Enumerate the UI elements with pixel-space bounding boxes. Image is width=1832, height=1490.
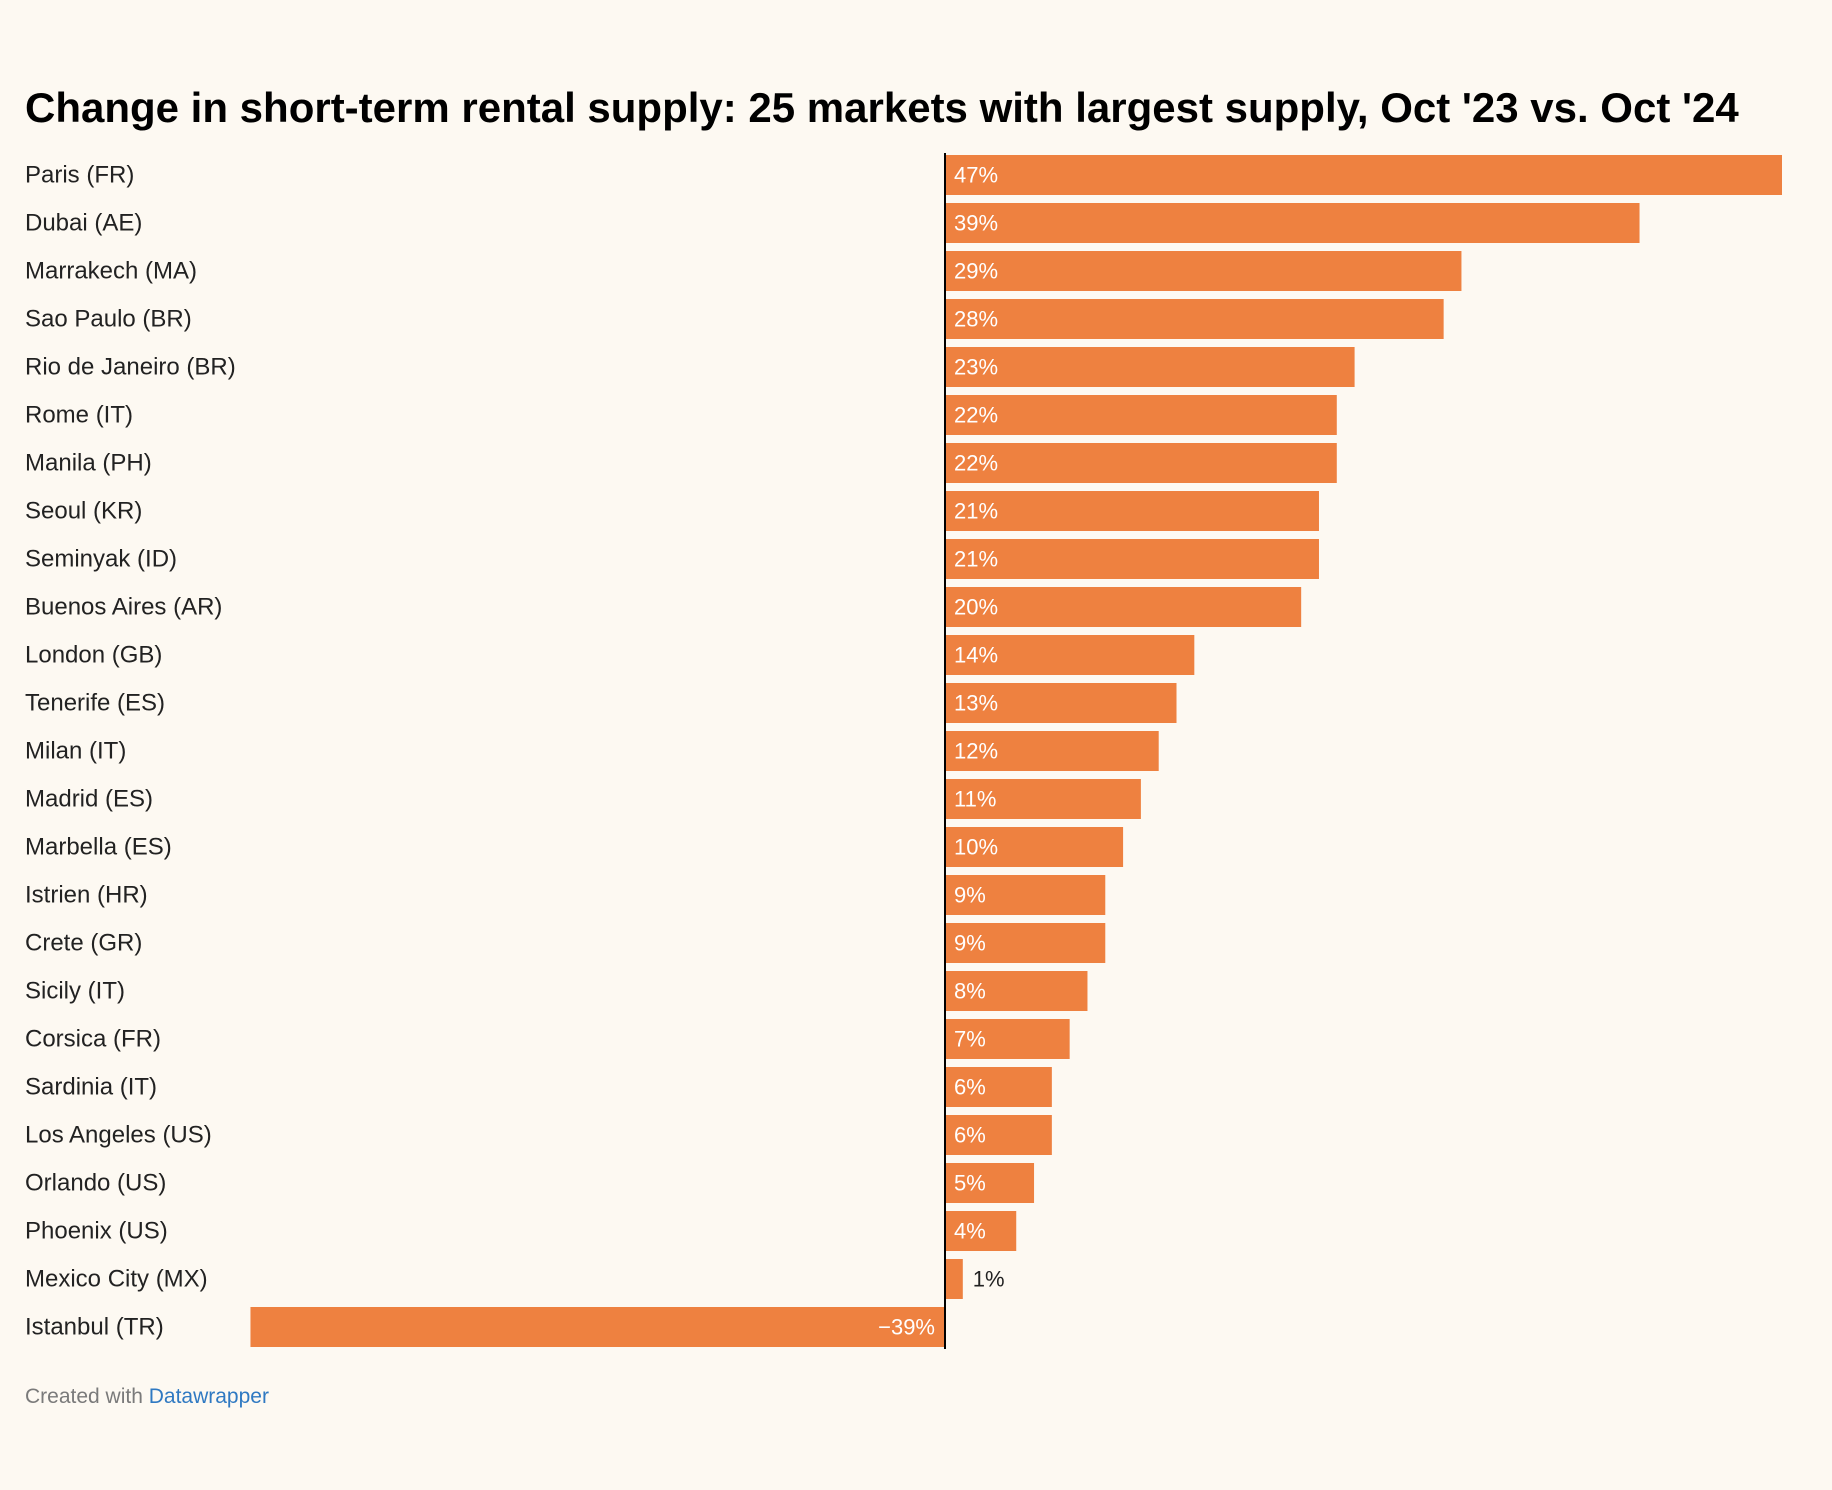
bar-marbella: [945, 827, 1124, 867]
datawrapper-link[interactable]: Datawrapper: [148, 1385, 269, 1408]
category-label-orlando: Orlando (US): [25, 1170, 166, 1197]
value-label-los-angeles: 6%: [954, 1123, 986, 1148]
category-label-buenos-aires: Buenos Aires (AR): [25, 594, 222, 621]
bar-phoenix: [945, 1211, 1017, 1251]
category-label-seminyak: Seminyak (ID): [25, 546, 177, 573]
category-label-milan: Milan (IT): [25, 738, 126, 765]
bar-los-angeles: [945, 1115, 1052, 1155]
bar-milan: [945, 731, 1159, 771]
footer-prefix: Created with: [25, 1385, 149, 1408]
category-label-seoul: Seoul (KR): [25, 498, 142, 525]
bar-london: [945, 635, 1195, 675]
category-label-tenerife: Tenerife (ES): [25, 690, 165, 717]
value-label-mexico-city: 1%: [973, 1267, 1005, 1292]
bar-tenerife: [945, 683, 1177, 723]
value-label-seoul: 21%: [954, 499, 998, 524]
category-label-dubai: Dubai (AE): [25, 210, 142, 237]
value-label-sicily: 8%: [954, 979, 986, 1004]
category-label-mexico-city: Mexico City (MX): [25, 1266, 208, 1293]
value-label-phoenix: 4%: [954, 1219, 986, 1244]
category-label-los-angeles: Los Angeles (US): [25, 1122, 212, 1149]
bar-paris: [945, 155, 1782, 195]
value-label-paris: 47%: [954, 163, 998, 188]
value-label-sao-paulo: 28%: [954, 307, 998, 332]
bar-dubai: [945, 203, 1640, 243]
bar-manila: [945, 443, 1337, 483]
value-label-seminyak: 21%: [954, 547, 998, 572]
bar-sicily: [945, 971, 1088, 1011]
bar-seoul: [945, 491, 1319, 531]
value-label-madrid: 11%: [954, 787, 996, 812]
category-label-istrien: Istrien (HR): [25, 882, 148, 909]
bars-layer: Paris (FR) 47% Dubai (AE) 39% Marrakech (MA)…: [25, 155, 1782, 1347]
value-label-manila: 22%: [954, 451, 998, 476]
value-label-rio-de-janeiro: 23%: [954, 355, 998, 380]
category-label-sao-paulo: Sao Paulo (BR): [25, 306, 192, 333]
bar-mexico-city: [945, 1259, 963, 1299]
bar-rio-de-janeiro: [945, 347, 1355, 387]
category-label-manila: Manila (PH): [25, 450, 152, 477]
bar-sao-paulo: [945, 299, 1444, 339]
category-label-corsica: Corsica (FR): [25, 1026, 161, 1053]
category-label-istanbul: Istanbul (TR): [25, 1314, 164, 1341]
bar-madrid: [945, 779, 1141, 819]
category-label-sicily: Sicily (IT): [25, 978, 125, 1005]
category-label-crete: Crete (GR): [25, 930, 142, 957]
bar-marrakech: [945, 251, 1462, 291]
value-label-istanbul: −39%: [878, 1315, 935, 1340]
category-label-madrid: Madrid (ES): [25, 786, 153, 813]
category-label-london: London (GB): [25, 642, 162, 669]
value-label-marrakech: 29%: [954, 259, 998, 284]
bar-rome: [945, 395, 1337, 435]
value-label-istrien: 9%: [954, 883, 986, 908]
value-label-tenerife: 13%: [954, 691, 998, 716]
bar-istanbul: [250, 1307, 945, 1347]
bar-buenos-aires: [945, 587, 1302, 627]
footer-credit: Created with Datawrapper: [25, 1385, 269, 1409]
value-label-london: 14%: [954, 643, 998, 668]
value-label-dubai: 39%: [954, 211, 998, 236]
bar-chart: Paris (FR) 47% Dubai (AE) 39% Marrakech (MA)…: [25, 153, 1782, 1349]
chart-title: Change in short-term rental supply: 25 m…: [25, 84, 1739, 131]
bar-crete: [945, 923, 1106, 963]
bar-istrien: [945, 875, 1106, 915]
category-label-rome: Rome (IT): [25, 402, 133, 429]
value-label-orlando: 5%: [954, 1171, 986, 1196]
category-label-phoenix: Phoenix (US): [25, 1218, 168, 1245]
bar-seminyak: [945, 539, 1319, 579]
category-label-marbella: Marbella (ES): [25, 834, 172, 861]
category-label-rio-de-janeiro: Rio de Janeiro (BR): [25, 354, 236, 381]
value-label-crete: 9%: [954, 931, 986, 956]
value-label-milan: 12%: [954, 739, 998, 764]
category-label-paris: Paris (FR): [25, 162, 134, 189]
value-label-corsica: 7%: [954, 1027, 986, 1052]
bar-corsica: [945, 1019, 1070, 1059]
bar-sardinia: [945, 1067, 1052, 1107]
bar-orlando: [945, 1163, 1035, 1203]
category-label-sardinia: Sardinia (IT): [25, 1074, 157, 1101]
value-label-sardinia: 6%: [954, 1075, 986, 1100]
value-label-buenos-aires: 20%: [954, 595, 998, 620]
category-label-marrakech: Marrakech (MA): [25, 258, 197, 285]
value-label-rome: 22%: [954, 403, 998, 428]
value-label-marbella: 10%: [954, 835, 998, 860]
